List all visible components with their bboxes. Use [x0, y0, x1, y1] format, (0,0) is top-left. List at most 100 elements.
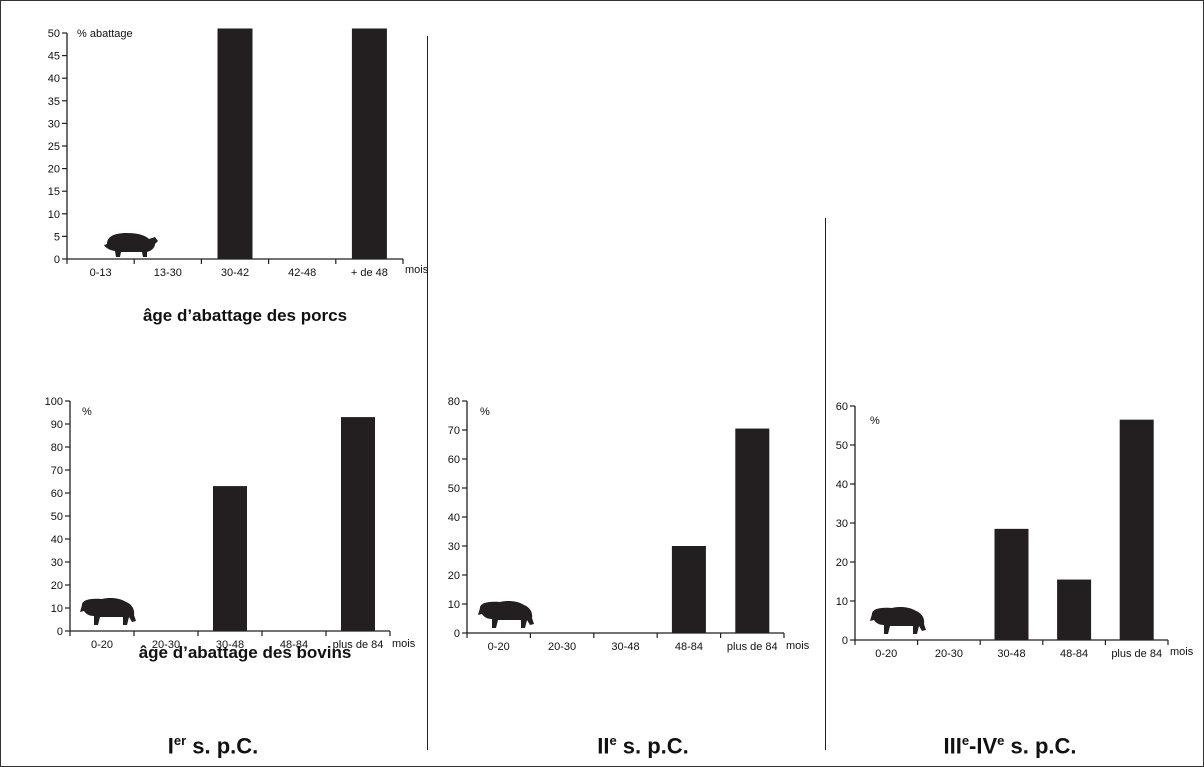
x-tick-label: 42-48	[288, 267, 316, 279]
y-tick-label: 40	[51, 534, 63, 546]
y-tick-label: 70	[51, 465, 63, 477]
y-tick-label: 0	[454, 628, 460, 640]
pig-silhouette-icon	[104, 233, 158, 257]
y-tick-label: 60	[836, 401, 848, 413]
bull-silhouette-icon	[80, 598, 136, 625]
x-tick-label: 30-48	[997, 648, 1025, 660]
x-tick-label: plus de 84	[1111, 648, 1162, 660]
y-tick-label: 90	[51, 419, 63, 431]
bar	[213, 486, 247, 631]
bar	[994, 528, 1029, 640]
y-axis-label: %	[870, 415, 880, 427]
y-axis-label: %	[480, 406, 490, 418]
y-tick-label: 80	[448, 396, 460, 408]
y-tick-label: 70	[448, 425, 460, 437]
x-tick-label: + de 48	[351, 267, 388, 279]
y-tick-label: 10	[51, 603, 63, 615]
y-tick-label: 20	[448, 570, 460, 582]
y-axis-label: %	[82, 406, 92, 418]
y-tick-label: 50	[48, 28, 60, 40]
bar	[217, 28, 253, 260]
y-tick-label: 50	[836, 440, 848, 452]
divider-left	[427, 36, 428, 750]
x-tick-label: 20-30	[152, 639, 180, 651]
x-axis-unit: mois	[1170, 646, 1194, 658]
period-3-sup: e	[961, 733, 970, 748]
pig-shape	[104, 233, 158, 257]
y-tick-label: 45	[48, 51, 60, 63]
x-tick-label: 0-20	[91, 639, 113, 651]
x-tick-label: 48-84	[675, 641, 703, 653]
y-tick-label: 40	[48, 73, 60, 85]
bar	[1119, 419, 1154, 640]
period-3-numeral: III	[943, 733, 962, 759]
y-tick-label: 15	[48, 186, 60, 198]
y-tick-label: 0	[57, 626, 63, 638]
y-tick-label: 40	[448, 512, 460, 524]
y-tick-label: 60	[448, 454, 460, 466]
bar	[351, 28, 387, 260]
period-2-numeral: II	[597, 733, 610, 759]
x-tick-label: plus de 84	[333, 639, 384, 651]
y-tick-label: 10	[48, 209, 60, 221]
bull-shape	[80, 598, 136, 625]
x-tick-label: 13-30	[154, 267, 182, 279]
x-axis-unit: mois	[405, 264, 429, 276]
y-tick-label: 50	[448, 483, 460, 495]
y-tick-label: 0	[842, 635, 848, 647]
bull-silhouette-icon	[478, 601, 534, 628]
y-axis-label: % abattage	[77, 28, 133, 40]
y-tick-label: 30	[448, 541, 460, 553]
y-tick-label: 30	[51, 557, 63, 569]
y-tick-label: 30	[836, 518, 848, 530]
x-tick-label: 0-20	[875, 648, 897, 660]
period-1-suffix: s. p.C.	[186, 733, 259, 759]
y-tick-label: 50	[51, 511, 63, 523]
x-tick-label: 0-20	[488, 641, 510, 653]
y-tick-label: 10	[448, 599, 460, 611]
period-3-mid: -IV	[969, 733, 998, 759]
period-2-sup: e	[609, 733, 617, 748]
bar	[1057, 579, 1092, 640]
y-tick-label: 100	[45, 396, 63, 408]
bar	[735, 428, 770, 633]
period-label-2: IIe s. p.C.	[493, 733, 793, 759]
y-tick-label: 80	[51, 442, 63, 454]
bar	[341, 417, 375, 631]
x-tick-label: 48-84	[1060, 648, 1088, 660]
x-tick-label: 20-30	[935, 648, 963, 660]
period-label-1: Ier s. p.C.	[63, 733, 363, 759]
x-tick-label: 30-48	[611, 641, 639, 653]
bull-shape	[870, 607, 926, 634]
x-tick-label: 30-42	[221, 267, 249, 279]
y-tick-label: 40	[836, 479, 848, 491]
x-tick-label: 20-30	[548, 641, 576, 653]
bull-shape	[478, 601, 534, 628]
x-axis-unit: mois	[392, 638, 416, 650]
y-tick-label: 20	[836, 557, 848, 569]
y-tick-label: 20	[48, 164, 60, 176]
y-tick-label: 35	[48, 96, 60, 108]
y-tick-label: 60	[51, 488, 63, 500]
period-1-numeral: I	[167, 733, 174, 759]
bull-silhouette-icon	[870, 607, 926, 634]
y-tick-label: 5	[54, 231, 60, 243]
period-3-sup2: e	[997, 733, 1005, 748]
caption-pigs: âge d’abattage des porcs	[142, 306, 348, 325]
y-tick-label: 25	[48, 141, 60, 153]
bar	[671, 546, 706, 633]
x-tick-label: 0-13	[90, 267, 112, 279]
x-axis-unit: mois	[786, 640, 810, 652]
period-label-3: IIIe-IVe s. p.C.	[860, 733, 1160, 759]
y-tick-label: 0	[54, 254, 60, 266]
divider-right	[825, 218, 826, 750]
period-2-suffix: s. p.C.	[616, 733, 689, 759]
y-tick-label: 10	[836, 596, 848, 608]
x-tick-label: plus de 84	[727, 641, 778, 653]
period-3-suffix: s. p.C.	[1004, 733, 1077, 759]
y-tick-label: 30	[48, 118, 60, 130]
y-tick-label: 20	[51, 580, 63, 592]
period-1-sup: er	[173, 733, 187, 748]
caption-cattle: âge d’abattage des bovins	[138, 643, 352, 662]
